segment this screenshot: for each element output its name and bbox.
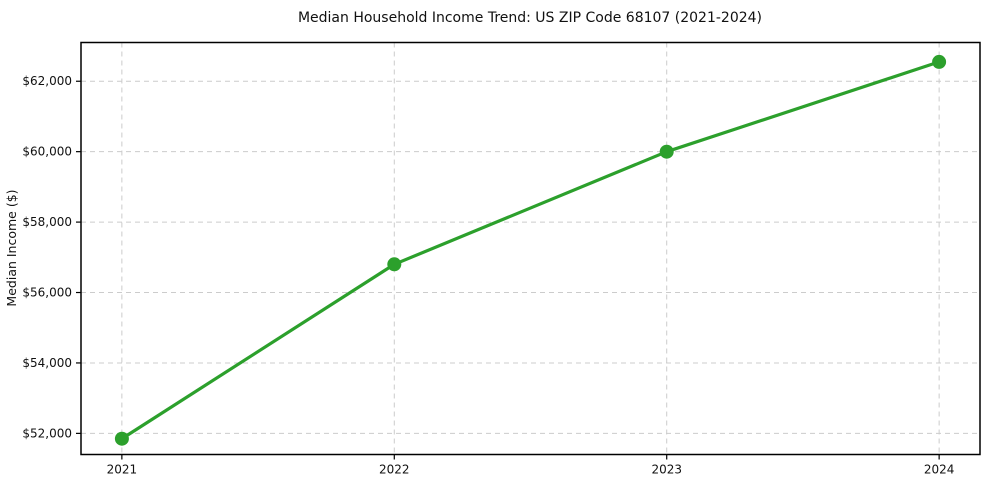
y-tick-label: $62,000: [22, 74, 72, 88]
y-tick-label: $60,000: [22, 145, 72, 159]
y-tick-label: $54,000: [22, 356, 72, 370]
x-tick-label: 2024: [924, 463, 955, 477]
x-tick-label: 2022: [379, 463, 410, 477]
trend-line: [120, 60, 941, 441]
plot-border: [80, 41, 981, 456]
data-series: [114, 54, 947, 446]
x-tick-label: 2021: [107, 463, 138, 477]
x-tick-label: 2023: [651, 463, 682, 477]
y-tick-label: $52,000: [22, 426, 72, 440]
y-tick-label: $58,000: [22, 215, 72, 229]
y-tick-label: $56,000: [22, 286, 72, 300]
axes: $52,000 $54,000 $56,000 $58,000 $60,000 $62,0…: [22, 41, 981, 477]
y-axis-label: Median Income ($): [4, 189, 19, 306]
gridlines: [81, 42, 980, 455]
data-point-marker: [932, 54, 947, 69]
data-point-marker: [114, 431, 129, 446]
data-point-marker: [659, 144, 674, 159]
data-point-marker: [387, 257, 402, 272]
chart-title: Median Household Income Trend: US ZIP Co…: [298, 10, 762, 26]
